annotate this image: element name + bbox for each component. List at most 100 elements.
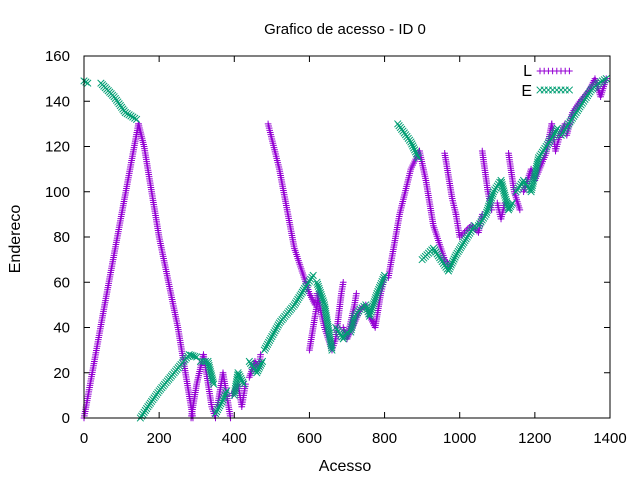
data-point-e bbox=[222, 389, 230, 397]
data-point-e bbox=[505, 204, 514, 212]
data-point-e bbox=[316, 286, 324, 295]
data-point-e bbox=[208, 376, 217, 384]
data-point-e bbox=[207, 370, 215, 378]
data-point-e bbox=[482, 210, 490, 219]
data-point-e bbox=[534, 156, 542, 164]
data-point-l bbox=[257, 351, 264, 358]
data-point-e bbox=[258, 357, 267, 366]
data-point-e bbox=[367, 306, 376, 314]
x-tick-label: 400 bbox=[222, 430, 247, 447]
data-point-e bbox=[131, 114, 139, 122]
data-point-e bbox=[340, 333, 348, 341]
data-point-e bbox=[123, 110, 131, 118]
data-point-e bbox=[213, 405, 222, 414]
data-point-e bbox=[498, 180, 506, 189]
data-point-e bbox=[274, 321, 282, 329]
data-point-e bbox=[369, 302, 377, 310]
data-point-e bbox=[379, 275, 387, 284]
data-point-l bbox=[516, 206, 524, 214]
data-point-e bbox=[501, 193, 509, 201]
data-point-e bbox=[550, 129, 559, 138]
data-point-e bbox=[501, 191, 509, 199]
data-point-e bbox=[506, 202, 515, 211]
data-point-e bbox=[602, 74, 610, 83]
y-tick-label: 100 bbox=[45, 184, 70, 201]
data-point-e bbox=[261, 344, 270, 352]
data-point-e bbox=[528, 181, 537, 190]
y-tick-label: 0 bbox=[62, 410, 70, 427]
data-point-e bbox=[240, 380, 248, 388]
data-point-e bbox=[215, 404, 223, 412]
legend-label-l: L bbox=[523, 63, 532, 80]
data-point-e bbox=[327, 344, 336, 352]
plot-border bbox=[83, 55, 611, 419]
data-point-e bbox=[127, 112, 135, 120]
y-tick-label: 20 bbox=[53, 365, 70, 382]
data-point-e bbox=[488, 192, 496, 200]
data-point-e bbox=[374, 287, 382, 296]
data-point-e bbox=[237, 374, 245, 383]
legend-label-e: E bbox=[521, 83, 532, 100]
data-point-e bbox=[448, 259, 456, 267]
data-point-e bbox=[527, 185, 536, 194]
data-point-e bbox=[449, 257, 457, 265]
data-point-e bbox=[270, 329, 278, 337]
data-point-e bbox=[531, 171, 539, 179]
data-point-e bbox=[527, 188, 535, 196]
data-point-e bbox=[328, 346, 336, 354]
data-point-e bbox=[211, 409, 220, 418]
data-point-e bbox=[266, 336, 274, 345]
data-point-e bbox=[271, 327, 279, 335]
data-point-e bbox=[273, 323, 281, 331]
data-point-e bbox=[267, 334, 275, 343]
data-point-e bbox=[204, 359, 213, 368]
data-point-e bbox=[309, 271, 317, 280]
data-point-e bbox=[236, 372, 244, 381]
data-point-e bbox=[487, 196, 495, 204]
data-point-e bbox=[411, 148, 420, 156]
data-point-e bbox=[262, 342, 271, 350]
data-point-e bbox=[414, 154, 423, 162]
data-point-e bbox=[447, 261, 455, 269]
data-point-e bbox=[368, 304, 376, 312]
data-point-e bbox=[121, 108, 129, 117]
data-point-e bbox=[410, 144, 418, 152]
data-point-e bbox=[342, 330, 350, 338]
data-point-e bbox=[502, 197, 511, 206]
y-axis-title: Endereco bbox=[7, 205, 24, 274]
data-point-e bbox=[500, 187, 508, 195]
data-point-e bbox=[314, 282, 322, 291]
data-point-e bbox=[529, 177, 538, 185]
data-point-e bbox=[598, 77, 607, 85]
x-axis-title: Acesso bbox=[319, 458, 372, 475]
data-point-e bbox=[348, 323, 356, 332]
data-point-e bbox=[234, 369, 242, 377]
data-point-e bbox=[264, 338, 273, 347]
data-point-e bbox=[485, 202, 493, 210]
data-point-e bbox=[508, 199, 516, 207]
data-point-e bbox=[380, 273, 388, 282]
data-point-e bbox=[350, 314, 358, 323]
data-point-e bbox=[486, 198, 494, 206]
data-point-e bbox=[219, 396, 227, 404]
data-point-l bbox=[353, 290, 360, 297]
data-point-e bbox=[485, 200, 494, 208]
data-point-e bbox=[216, 402, 224, 410]
data-point-e bbox=[221, 391, 229, 400]
data-point-e bbox=[600, 76, 609, 84]
data-point-e bbox=[487, 194, 496, 202]
data-point-e bbox=[223, 387, 231, 395]
data-point-e bbox=[206, 368, 215, 376]
data-point-e bbox=[129, 113, 137, 121]
data-point-e bbox=[596, 78, 605, 86]
data-point-e bbox=[193, 353, 201, 361]
data-series bbox=[80, 74, 610, 422]
data-point-e bbox=[347, 328, 355, 336]
y-tick-label: 40 bbox=[53, 320, 70, 337]
data-point-e bbox=[529, 179, 537, 187]
data-point-e bbox=[531, 169, 539, 177]
data-point-e bbox=[339, 335, 347, 343]
data-point-e bbox=[484, 204, 492, 212]
data-point-e bbox=[483, 208, 491, 216]
